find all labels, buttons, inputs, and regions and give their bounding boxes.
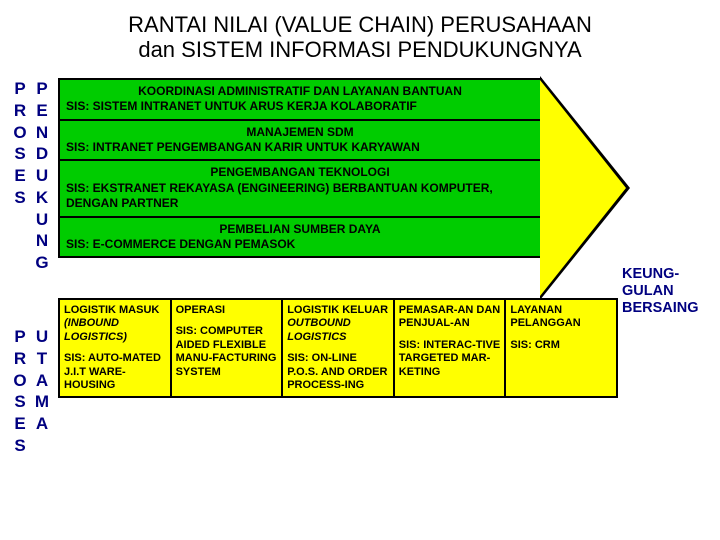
support-row-hrm: MANAJEMEN SDM SIS: INTRANET PENGEMBANGAN…	[58, 121, 542, 162]
primary-name: LOGISTIK KELUAR	[287, 304, 388, 316]
vertical-letter: N	[32, 230, 52, 252]
vertical-letter: S	[10, 435, 30, 457]
primary-name: OPERASI	[176, 304, 226, 316]
primary-sis: SIS: INTERAC-TIVE TARGETED MAR-KETING	[399, 339, 501, 379]
support-hdr: MANAJEMEN SDM	[66, 125, 534, 140]
label-pendukung: PENDUKUNG	[32, 78, 52, 274]
support-hdr: KOORDINASI ADMINISTRATIF DAN LAYANAN BAN…	[66, 84, 534, 99]
vertical-letter: E	[32, 100, 52, 122]
vertical-letter: D	[32, 143, 52, 165]
primary-sis: SIS: COMPUTER AIDED FLEXIBLE MANU-FACTUR…	[176, 325, 278, 379]
vertical-letter: P	[10, 326, 30, 348]
vertical-letter: P	[32, 78, 52, 100]
primary-sub: OUTBOUND LOGISTICS	[287, 317, 351, 342]
primary-operations: OPERASI SIS: COMPUTER AIDED FLEXIBLE MAN…	[172, 298, 284, 398]
vertical-letter: E	[10, 413, 30, 435]
vertical-letter: R	[10, 100, 30, 122]
vertical-letter: A	[32, 370, 52, 392]
value-chain-diagram: PROSES PENDUKUNG PROSES UTAMA KOORDINASI…	[10, 78, 710, 528]
support-sis: SIS: E-COMMERCE DENGAN PEMASOK	[66, 237, 534, 252]
label-proses-top: PROSES	[10, 78, 30, 209]
vertical-letter: E	[10, 165, 30, 187]
vertical-letter: M	[32, 391, 52, 413]
arrow-tri-fill	[540, 80, 626, 296]
vertical-letter: T	[32, 348, 52, 370]
vertical-letter: S	[10, 391, 30, 413]
primary-name: LAYANAN PELANGGAN	[510, 304, 580, 329]
vertical-letter: O	[10, 122, 30, 144]
title-line2: dan SISTEM INFORMASI PENDUKUNGNYA	[138, 37, 581, 62]
vertical-letter: U	[32, 326, 52, 348]
label-utama: UTAMA	[32, 326, 52, 435]
vertical-letter: S	[10, 187, 30, 209]
vertical-letter: U	[32, 209, 52, 231]
vertical-letter: G	[32, 252, 52, 274]
primary-inbound: LOGISTIK MASUK (INBOUND LOGISTICS) SIS: …	[58, 298, 172, 398]
label-proses-bottom: PROSES	[10, 326, 30, 457]
support-sis: SIS: SISTEM INTRANET UNTUK ARUS KERJA KO…	[66, 99, 534, 114]
diagram-title: RANTAI NILAI (VALUE CHAIN) PERUSAHAAN da…	[0, 0, 720, 63]
vertical-letter: O	[10, 370, 30, 392]
primary-sub: (INBOUND LOGISTICS)	[64, 317, 127, 342]
vertical-letter: S	[10, 143, 30, 165]
primary-outbound: LOGISTIK KELUAR OUTBOUND LOGISTICS SIS: …	[283, 298, 395, 398]
support-sis: SIS: INTRANET PENGEMBANGAN KARIR UNTUK K…	[66, 140, 534, 155]
support-sis: SIS: EKSTRANET REKAYASA (ENGINEERING) BE…	[66, 181, 534, 212]
support-row-admin: KOORDINASI ADMINISTRATIF DAN LAYANAN BAN…	[58, 78, 542, 121]
primary-sis: SIS: CRM	[510, 339, 612, 352]
vertical-letter: A	[32, 413, 52, 435]
vertical-letter: U	[32, 165, 52, 187]
support-row-procure: PEMBELIAN SUMBER DAYA SIS: E-COMMERCE DE…	[58, 218, 542, 259]
primary-activities: LOGISTIK MASUK (INBOUND LOGISTICS) SIS: …	[58, 298, 618, 398]
primary-marketing: PEMASAR-AN DAN PENJUAL-AN SIS: INTERAC-T…	[395, 298, 507, 398]
support-row-tech: PENGEMBANGAN TEKNOLOGI SIS: EKSTRANET RE…	[58, 161, 542, 217]
competitive-advantage-label: KEUNG-GULAN BERSAING	[622, 266, 720, 317]
title-line1: RANTAI NILAI (VALUE CHAIN) PERUSAHAAN	[128, 12, 592, 37]
support-hdr: PENGEMBANGAN TEKNOLOGI	[66, 165, 534, 180]
primary-name: LOGISTIK MASUK	[64, 304, 159, 316]
primary-service: LAYANAN PELANGGAN SIS: CRM	[506, 298, 618, 398]
vertical-letter: R	[10, 348, 30, 370]
primary-sis: SIS: ON-LINE P.O.S. AND ORDER PROCESS-IN…	[287, 352, 389, 392]
vertical-letter: N	[32, 122, 52, 144]
vertical-letter: P	[10, 78, 30, 100]
primary-sis: SIS: AUTO-MATED J.I.T WARE-HOUSING	[64, 352, 166, 392]
primary-name: PEMASAR-AN DAN PENJUAL-AN	[399, 304, 500, 329]
vertical-letter: K	[32, 187, 52, 209]
support-activities: KOORDINASI ADMINISTRATIF DAN LAYANAN BAN…	[58, 78, 542, 258]
support-hdr: PEMBELIAN SUMBER DAYA	[66, 222, 534, 237]
